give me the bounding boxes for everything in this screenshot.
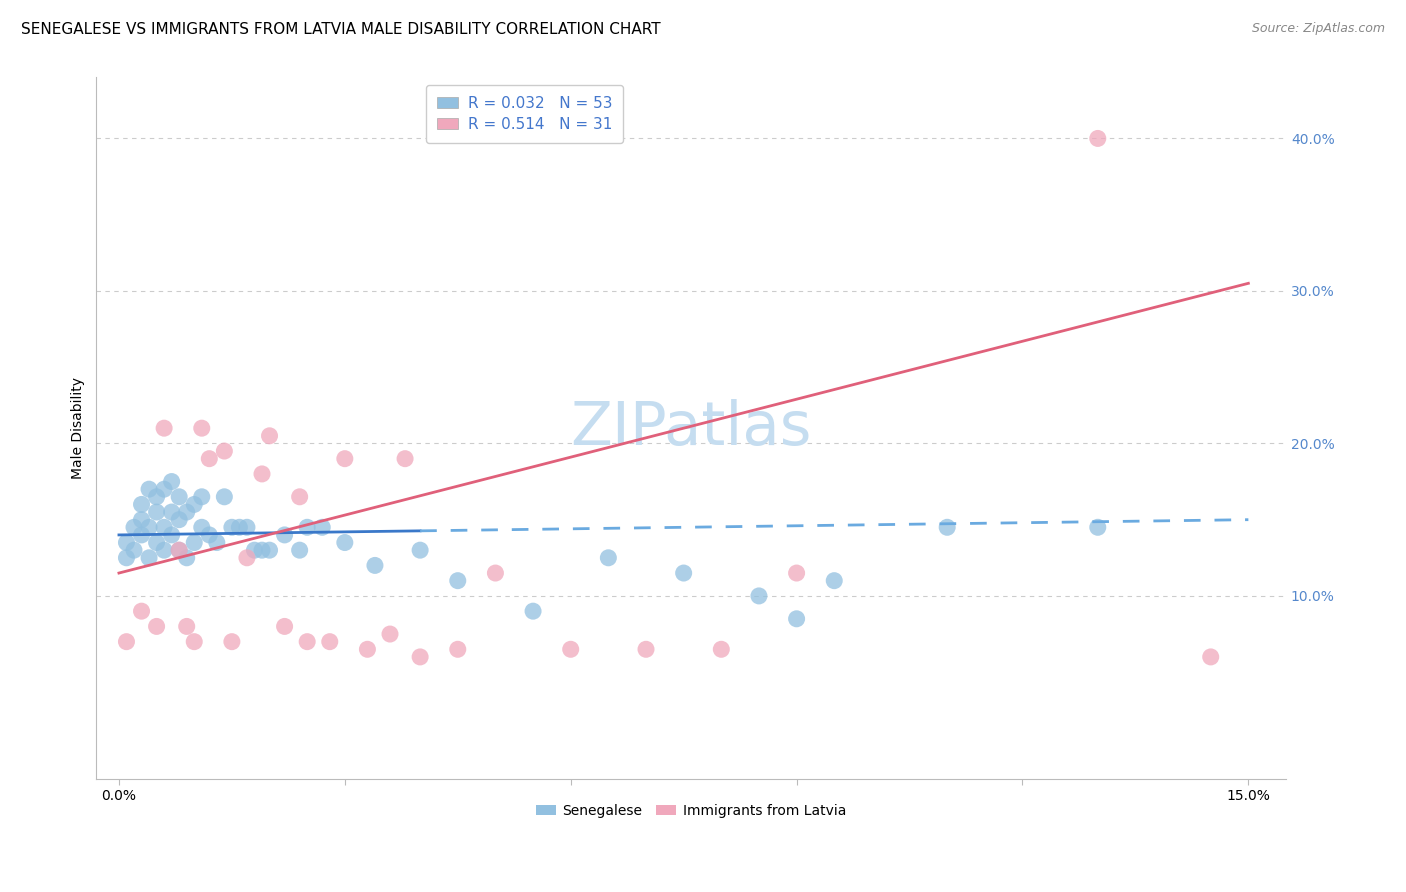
Point [522,604,544,618]
Point [183,634,205,648]
Point [356,642,378,657]
Point [560,642,582,657]
Text: Source: ZipAtlas.com: Source: ZipAtlas.com [1251,22,1385,36]
Point [176,505,198,519]
Y-axis label: Male Disability: Male Disability [72,377,86,479]
Point [167,543,190,558]
Point [191,520,214,534]
Point [333,535,356,549]
Point [786,566,808,580]
Point [598,550,620,565]
Point [160,505,183,519]
Point [243,543,266,558]
Point [131,513,153,527]
Point [364,558,387,573]
Point [167,490,190,504]
Point [1087,520,1109,534]
Point [634,642,657,657]
Point [122,543,145,558]
Point [295,520,318,534]
Point [131,528,153,542]
Point [191,490,214,504]
Point [221,634,243,648]
Point [409,649,432,664]
Point [484,566,506,580]
Point [214,490,236,504]
Point [319,634,342,648]
Point [259,543,281,558]
Point [786,612,808,626]
Point [160,528,183,542]
Point [447,642,470,657]
Point [115,550,138,565]
Point [198,451,221,466]
Point [167,543,190,558]
Point [176,619,198,633]
Point [115,634,138,648]
Point [205,535,228,549]
Point [145,490,167,504]
Point [183,535,205,549]
Point [250,467,273,481]
Point [409,543,432,558]
Point [153,543,176,558]
Point [228,520,250,534]
Text: SENEGALESE VS IMMIGRANTS FROM LATVIA MALE DISABILITY CORRELATION CHART: SENEGALESE VS IMMIGRANTS FROM LATVIA MAL… [21,22,661,37]
Point [295,634,318,648]
Point [122,520,145,534]
Point [236,520,259,534]
Point [115,535,138,549]
Point [153,482,176,496]
Point [191,421,214,435]
Point [672,566,695,580]
Point [131,604,153,618]
Text: ZIPatlas: ZIPatlas [571,399,811,458]
Point [221,520,243,534]
Point [131,497,153,511]
Point [710,642,733,657]
Point [138,550,160,565]
Point [259,429,281,443]
Point [936,520,959,534]
Point [273,528,295,542]
Point [176,550,198,565]
Point [748,589,770,603]
Point [823,574,845,588]
Point [236,550,259,565]
Point [145,535,167,549]
Point [378,627,401,641]
Point [167,513,190,527]
Legend: Senegalese, Immigrants from Latvia: Senegalese, Immigrants from Latvia [529,797,853,824]
Point [160,475,183,489]
Point [394,451,416,466]
Point [273,619,295,633]
Point [138,520,160,534]
Point [288,543,311,558]
Point [1087,131,1109,145]
Point [198,528,221,542]
Point [311,520,333,534]
Point [183,497,205,511]
Point [288,490,311,504]
Point [138,482,160,496]
Point [145,505,167,519]
Point [333,451,356,466]
Point [153,421,176,435]
Point [153,520,176,534]
Point [447,574,470,588]
Point [250,543,273,558]
Point [1199,649,1222,664]
Point [145,619,167,633]
Point [214,444,236,458]
